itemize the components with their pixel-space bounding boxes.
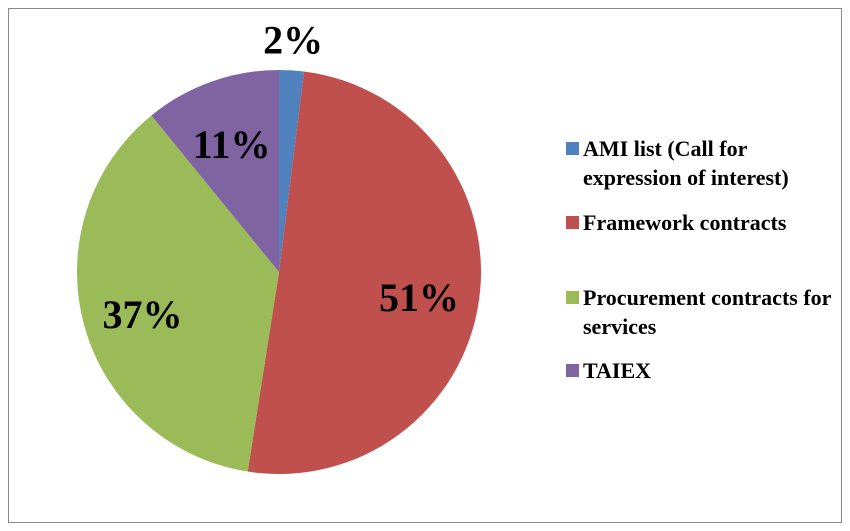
legend-item: TAIEX <box>566 356 836 385</box>
legend-label: TAIEX <box>583 358 652 383</box>
pie-slice <box>77 115 280 472</box>
legend-label: Framework contracts <box>583 210 787 235</box>
data-label: 2% <box>263 18 323 63</box>
legend-swatch <box>566 291 579 304</box>
legend-swatch <box>566 142 579 155</box>
legend-item: AMI list (Call for expression of interes… <box>566 134 836 192</box>
legend-swatch <box>566 216 579 229</box>
data-label: 11% <box>193 122 271 167</box>
pie-slice <box>279 70 305 272</box>
legend-label: Procurement contracts for services <box>583 285 832 339</box>
legend-label: AMI list (Call for expression of interes… <box>583 136 789 190</box>
pie-slice <box>151 70 279 272</box>
pie-slice <box>247 71 481 474</box>
legend-swatch <box>566 364 579 377</box>
legend-item: Procurement contracts for services <box>566 283 836 341</box>
data-label: 51% <box>379 275 459 320</box>
data-label: 37% <box>103 292 183 337</box>
legend-item: Framework contracts <box>566 208 836 237</box>
